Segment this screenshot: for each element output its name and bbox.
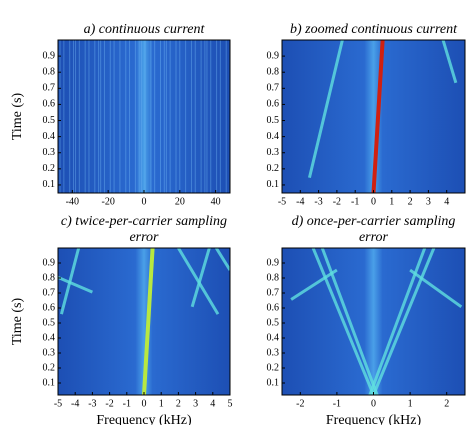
- y-tick-label: 0.4: [43, 332, 56, 343]
- trace: [311, 248, 375, 395]
- y-tick-label: 0.7: [43, 287, 56, 298]
- x-tick-label: 40: [211, 196, 221, 207]
- x-tick-label: -20: [101, 196, 114, 207]
- y-tick-label: 0.2: [43, 163, 56, 174]
- y-tick-label: 0.4: [267, 131, 280, 142]
- y-tick-label: 0.2: [267, 362, 280, 373]
- x-tick-label: 5: [228, 398, 233, 409]
- trace: [372, 248, 436, 395]
- x-tick-label: 2: [176, 398, 181, 409]
- y-tick-label: 0.3: [43, 147, 56, 158]
- x-tick-label: 4: [444, 196, 449, 207]
- spectrogram: [282, 248, 465, 395]
- y-tick-label: 0.2: [267, 163, 280, 174]
- y-tick-label: 0.9: [267, 50, 280, 61]
- y-tick-label: 0.6: [43, 302, 56, 313]
- x-tick-label: 0: [142, 398, 147, 409]
- x-tick-label: -1: [351, 196, 359, 207]
- y-tick-label: 0.8: [267, 272, 280, 283]
- spectrogram: [58, 40, 230, 193]
- y-tick-label: 0.8: [267, 67, 280, 78]
- panel-title: d) once-per-carrier sampling: [292, 214, 456, 229]
- y-tick-label: 0.8: [43, 272, 56, 283]
- y-axis-label: Time (s): [10, 298, 25, 346]
- y-tick-label: 0.5: [43, 115, 56, 126]
- x-tick-label: 1: [408, 398, 413, 409]
- y-axis-label: Time (s): [10, 93, 25, 141]
- trace: [58, 276, 93, 294]
- x-tick-label: 3: [193, 398, 198, 409]
- trace: [290, 268, 338, 301]
- spectrogram: [282, 40, 465, 193]
- y-tick-label: 0.4: [267, 332, 280, 343]
- y-tick-label: 0.2: [43, 362, 56, 373]
- y-tick-label: 0.3: [267, 147, 280, 158]
- x-tick-label: 0: [371, 398, 376, 409]
- spectrogram-bg: [58, 40, 230, 193]
- y-tick-label: 0.8: [43, 67, 56, 78]
- x-tick-label: 1: [159, 398, 164, 409]
- y-tick-label: 0.3: [267, 347, 280, 358]
- y-tick-label: 0.5: [267, 317, 280, 328]
- spectrogram: [58, 248, 230, 395]
- panel-title: c) twice-per-carrier sampling: [61, 214, 227, 229]
- x-axis-label: Frequency (kHz): [326, 413, 422, 425]
- spectrogram-bg: [282, 248, 465, 395]
- x-tick-label: 0: [371, 196, 376, 207]
- x-tick-label: 3: [426, 196, 431, 207]
- x-tick-label: -2: [333, 196, 341, 207]
- y-tick-label: 0.6: [267, 99, 280, 110]
- y-tick-label: 0.1: [267, 377, 280, 388]
- trace: [190, 248, 211, 308]
- y-tick-label: 0.7: [43, 83, 56, 94]
- trace: [371, 40, 385, 193]
- x-tick-label: -1: [123, 398, 131, 409]
- y-tick-label: 0.9: [43, 50, 56, 61]
- x-tick-label: 2: [408, 196, 413, 207]
- y-tick-label: 0.5: [267, 115, 280, 126]
- trace: [142, 248, 155, 395]
- y-tick-label: 0.1: [267, 179, 280, 190]
- panel-title: error: [129, 230, 159, 245]
- trace: [409, 268, 463, 309]
- y-tick-label: 0.6: [43, 99, 56, 110]
- x-tick-label: -5: [278, 196, 286, 207]
- x-tick-label: 4: [210, 398, 215, 409]
- trace: [214, 248, 230, 271]
- y-tick-label: 0.3: [43, 347, 56, 358]
- trace: [441, 40, 458, 84]
- panel-title: error: [359, 230, 389, 245]
- x-tick-label: -3: [88, 398, 96, 409]
- y-tick-label: 0.1: [43, 179, 56, 190]
- y-tick-label: 0.6: [267, 302, 280, 313]
- x-tick-label: 20: [175, 196, 185, 207]
- x-axis-label: Frequency (kHz): [96, 413, 192, 425]
- trace: [307, 40, 344, 179]
- x-tick-label: -2: [296, 398, 304, 409]
- y-tick-label: 0.1: [43, 377, 56, 388]
- y-tick-label: 0.4: [43, 131, 56, 142]
- x-tick-label: 0: [142, 196, 147, 207]
- x-tick-label: -2: [105, 398, 113, 409]
- x-tick-label: -4: [296, 196, 304, 207]
- x-tick-label: -40: [66, 196, 79, 207]
- x-tick-label: 2: [444, 398, 449, 409]
- y-tick-label: 0.9: [43, 257, 56, 268]
- y-tick-label: 0.9: [267, 257, 280, 268]
- x-tick-label: -4: [71, 398, 79, 409]
- y-tick-label: 0.7: [267, 287, 280, 298]
- x-tick-label: 1: [389, 196, 394, 207]
- x-tick-label: -5: [54, 398, 62, 409]
- panel-title: a) continuous current: [84, 22, 206, 37]
- y-tick-label: 0.5: [43, 317, 56, 328]
- y-tick-label: 0.7: [267, 83, 280, 94]
- x-tick-label: -3: [314, 196, 322, 207]
- x-tick-label: -1: [333, 398, 341, 409]
- panel-title: b) zoomed continuous current: [290, 22, 458, 37]
